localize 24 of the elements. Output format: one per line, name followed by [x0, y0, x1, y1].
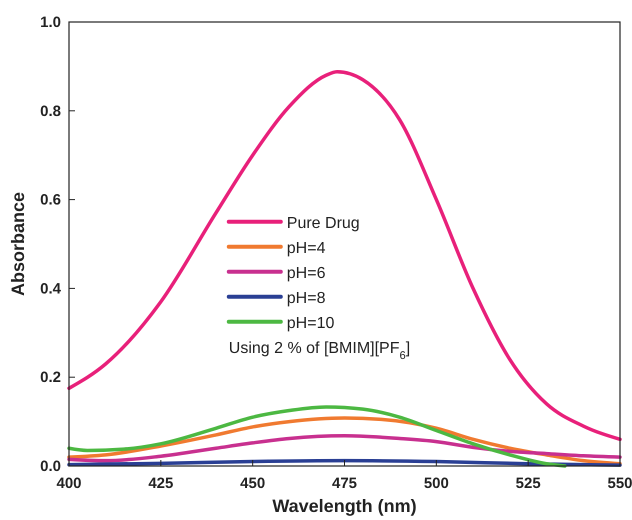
line-series	[67, 405, 567, 468]
y-tick-label: 1.0	[40, 14, 61, 31]
legend-label: pH=4	[286, 240, 326, 257]
y-tick-label: 0.2	[40, 369, 61, 386]
x-tick-label: 500	[424, 475, 449, 492]
line-series	[67, 70, 622, 442]
x-axis-title: Wavelength (nm)	[272, 496, 417, 516]
legend-label: Pure Drug	[286, 214, 360, 232]
y-tick-label: 0.4	[40, 280, 62, 298]
x-tick-label: 450	[240, 475, 266, 492]
x-tick-label: 425	[148, 475, 174, 492]
y-axis-title: Absorbance	[8, 192, 28, 296]
annotation: Using 2 % of [BMIM][PF$_{6}$]	[228, 340, 410, 362]
line-series	[67, 434, 622, 462]
y-tick-label: 0.8	[40, 102, 61, 120]
legend-label: pH=10	[286, 314, 334, 332]
legend-label: pH=6	[286, 264, 326, 282]
x-tick-label: 400	[56, 475, 82, 492]
x-tick-label: 525	[516, 475, 541, 492]
x-tick-label: 550	[607, 475, 632, 492]
y-tick-label: 0.0	[40, 458, 61, 475]
legend-label: pH=8	[286, 290, 326, 307]
y-tick-label: 0.6	[40, 192, 61, 209]
x-tick-label: 475	[332, 475, 358, 492]
